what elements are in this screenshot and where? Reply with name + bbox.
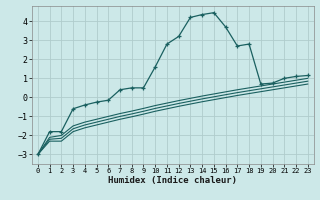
- X-axis label: Humidex (Indice chaleur): Humidex (Indice chaleur): [108, 176, 237, 185]
